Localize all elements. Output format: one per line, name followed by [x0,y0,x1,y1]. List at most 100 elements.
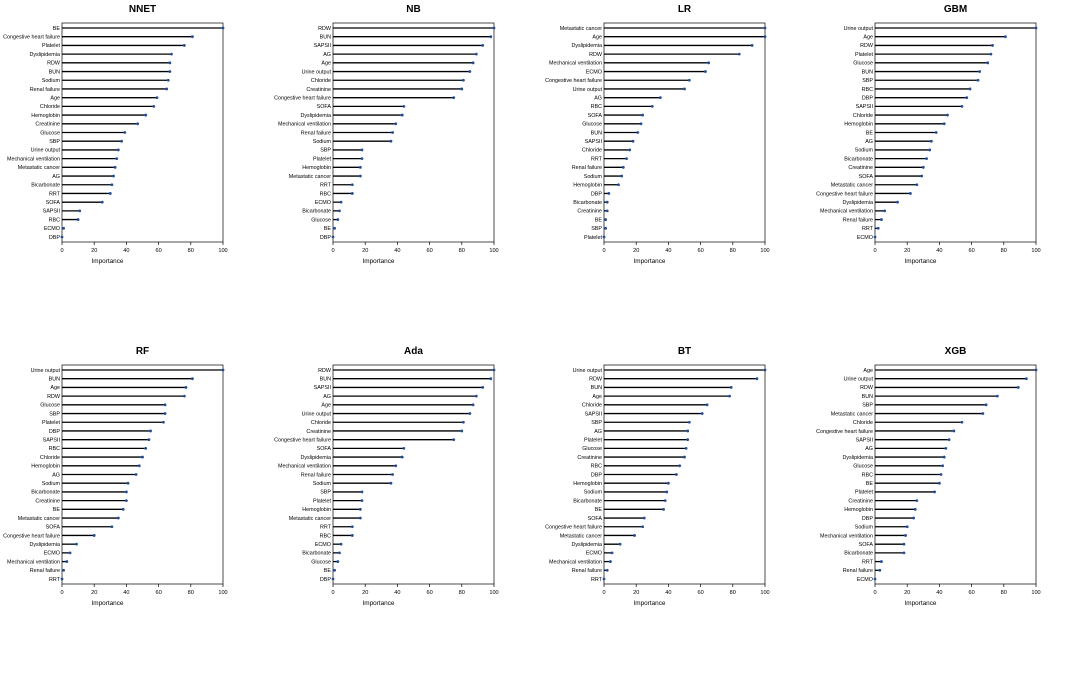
bar-point [112,174,115,178]
category-label: Bicarbonate [302,209,331,215]
category-label: Age [863,367,873,373]
chart-title: XGB [945,346,967,357]
bar-point [394,463,398,467]
chart-title: LR [678,4,692,15]
category-label: Bicarbonate [844,550,873,556]
category-label: DBP [591,472,602,478]
category-label: RDW [47,61,61,67]
category-label: BE [324,226,332,232]
bar-point [960,104,964,108]
category-label: Platelet [855,489,873,495]
category-label: SBP [49,411,60,417]
bar-point [687,420,691,424]
category-label: SOFA [859,541,874,547]
category-label: ECMO [857,576,873,582]
bar-point [92,533,96,537]
x-tick-label: 60 [968,590,974,596]
x-tick-label: 100 [760,590,769,596]
category-label: Platelet [42,43,60,49]
bar-point [350,533,354,537]
bar-point [968,87,972,91]
x-tick-label: 60 [426,590,432,596]
category-label: RDW [860,43,874,49]
bar-point [100,200,104,204]
bar-point [481,385,485,389]
chart-title: RF [136,346,149,357]
category-label: Dyslipidemia [29,52,60,58]
category-label: AG [594,95,602,101]
bar-point [331,577,335,580]
bar-point [607,192,611,195]
chart-svg: NNET BE Congestive heart failure Platelet Dy… [3,4,228,265]
category-label: ECMO [44,226,60,232]
bar-point [905,524,909,528]
category-label: Congestive heart failure [3,533,60,539]
category-label: Hemoglobin [573,183,602,189]
bar-point [984,402,988,406]
category-label: SOFA [588,515,603,521]
bar-point [391,131,394,134]
x-tick-label: 100 [760,248,769,254]
x-tick-label: 40 [665,248,671,254]
bar-point [62,226,66,230]
category-label: ECMO [586,69,602,75]
bar-point [902,550,906,554]
bar-point [184,385,188,389]
category-label: Platelet [313,156,331,162]
bar-point [402,104,406,108]
category-label: Glucose [311,559,331,565]
bar-point [389,481,393,485]
bar-point [610,550,614,554]
category-label: Bicarbonate [31,489,60,495]
bar-point [182,394,186,398]
category-label: RBC [591,104,602,110]
x-tick-label: 0 [331,590,334,596]
category-label: Hemoglobin [844,122,873,128]
bar-point [755,376,759,380]
bar-point [163,402,167,406]
category-label: Dyslipidemia [29,541,60,547]
category-label: SOFA [317,446,332,452]
bar-point [481,44,485,47]
bar-point [641,113,645,117]
category-label: Metastatic cancer [831,183,873,189]
category-label: BE [595,507,603,513]
x-tick-label: 60 [155,248,161,254]
bar-point [995,394,999,398]
x-tick-label: 0 [331,248,334,254]
category-label: SOFA [317,104,332,110]
x-tick-label: 0 [602,590,605,596]
x-tick-label: 80 [730,248,736,254]
category-label: AG [323,393,331,399]
category-label: Dyslipidemia [571,43,602,49]
x-tick-label: 40 [123,248,129,254]
category-label: RDW [589,376,603,382]
category-label: Dyslipidemia [571,541,602,547]
category-label: Chloride [311,420,331,426]
bar-point [125,490,128,493]
category-label: Chloride [853,113,873,119]
category-label: Bicarbonate [844,156,873,162]
category-label: ECMO [315,541,331,547]
category-label: SBP [591,420,602,426]
category-label: Dyslipidemia [300,113,331,119]
category-label: Hemoglobin [31,463,60,469]
category-label: Platelet [584,437,602,443]
x-tick-label: 80 [459,248,465,254]
x-tick-label: 80 [188,590,194,596]
bar-point [65,559,69,563]
bar-point [976,78,980,82]
category-label: Creatinine [577,209,602,215]
category-label: SAPSII [43,209,60,215]
bar-point [921,165,925,169]
bar-point [162,420,165,424]
bar-point [683,87,686,91]
x-tick-label: 100 [218,248,227,254]
bar-point [489,35,493,39]
category-label: BE [595,217,603,223]
bar-point [880,218,883,221]
bar-point [1034,368,1038,371]
category-label: DBP [862,515,873,521]
category-label: BUN [320,376,331,382]
category-label: Mechanical ventilation [549,61,602,67]
